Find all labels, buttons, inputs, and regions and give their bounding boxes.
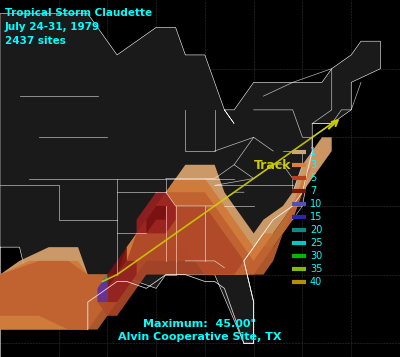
Text: Track: Track: [254, 159, 291, 172]
Polygon shape: [146, 206, 166, 233]
Text: 2437 sites: 2437 sites: [5, 36, 66, 46]
Polygon shape: [107, 261, 136, 302]
Polygon shape: [105, 277, 107, 279]
Text: Maximum:  45.00": Maximum: 45.00": [144, 319, 256, 329]
Polygon shape: [102, 275, 107, 288]
Polygon shape: [98, 275, 107, 302]
Text: 7: 7: [310, 186, 316, 196]
Polygon shape: [0, 137, 332, 330]
Polygon shape: [107, 247, 127, 288]
Text: 5: 5: [310, 173, 316, 183]
Text: 15: 15: [310, 212, 322, 222]
Polygon shape: [0, 14, 380, 357]
Polygon shape: [105, 276, 107, 280]
Text: 25: 25: [310, 238, 322, 248]
Polygon shape: [104, 275, 107, 281]
Text: 20: 20: [310, 225, 322, 235]
Text: 40: 40: [310, 277, 322, 287]
Text: Tropical Storm Claudette: Tropical Storm Claudette: [5, 8, 152, 18]
Text: 35: 35: [310, 264, 322, 274]
Polygon shape: [0, 192, 302, 330]
Text: Alvin Cooperative Site, TX: Alvin Cooperative Site, TX: [118, 332, 282, 342]
Text: 30: 30: [310, 251, 322, 261]
Text: 1: 1: [310, 147, 316, 157]
Text: July 24-31, 1979: July 24-31, 1979: [5, 22, 100, 32]
Polygon shape: [98, 206, 244, 316]
Text: 10: 10: [310, 199, 322, 209]
Polygon shape: [0, 151, 322, 330]
Text: 3: 3: [310, 160, 316, 170]
Polygon shape: [136, 192, 176, 233]
